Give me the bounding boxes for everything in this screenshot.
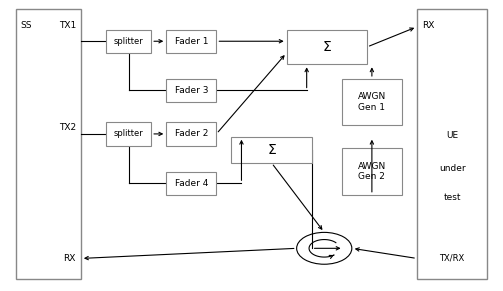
FancyBboxPatch shape <box>106 30 151 53</box>
Text: TX2: TX2 <box>59 123 76 132</box>
Text: TX/RX: TX/RX <box>440 254 465 263</box>
FancyBboxPatch shape <box>166 30 216 53</box>
FancyBboxPatch shape <box>287 30 367 64</box>
Text: splitter: splitter <box>114 129 143 139</box>
Text: Σ: Σ <box>322 40 331 54</box>
FancyBboxPatch shape <box>166 172 216 195</box>
Text: Fader 1: Fader 1 <box>175 37 208 46</box>
Text: Fader 2: Fader 2 <box>175 129 208 139</box>
FancyBboxPatch shape <box>231 137 312 163</box>
Text: RX: RX <box>63 254 76 263</box>
Text: AWGN
Gen 2: AWGN Gen 2 <box>358 162 386 181</box>
FancyBboxPatch shape <box>106 122 151 146</box>
Text: Fader 3: Fader 3 <box>175 86 208 95</box>
Text: Fader 4: Fader 4 <box>175 179 208 188</box>
Text: UE: UE <box>446 132 458 141</box>
Text: AWGN
Gen 1: AWGN Gen 1 <box>358 92 386 112</box>
Text: RX: RX <box>422 21 435 30</box>
FancyBboxPatch shape <box>342 79 402 125</box>
Text: splitter: splitter <box>114 37 143 46</box>
FancyBboxPatch shape <box>16 9 81 279</box>
Text: TX1: TX1 <box>59 21 76 30</box>
FancyBboxPatch shape <box>166 122 216 146</box>
Text: Σ: Σ <box>267 143 276 157</box>
Text: SS: SS <box>21 21 32 30</box>
FancyBboxPatch shape <box>417 9 487 279</box>
Text: under: under <box>439 164 465 173</box>
Text: test: test <box>443 194 461 203</box>
FancyBboxPatch shape <box>342 148 402 195</box>
FancyBboxPatch shape <box>166 79 216 102</box>
